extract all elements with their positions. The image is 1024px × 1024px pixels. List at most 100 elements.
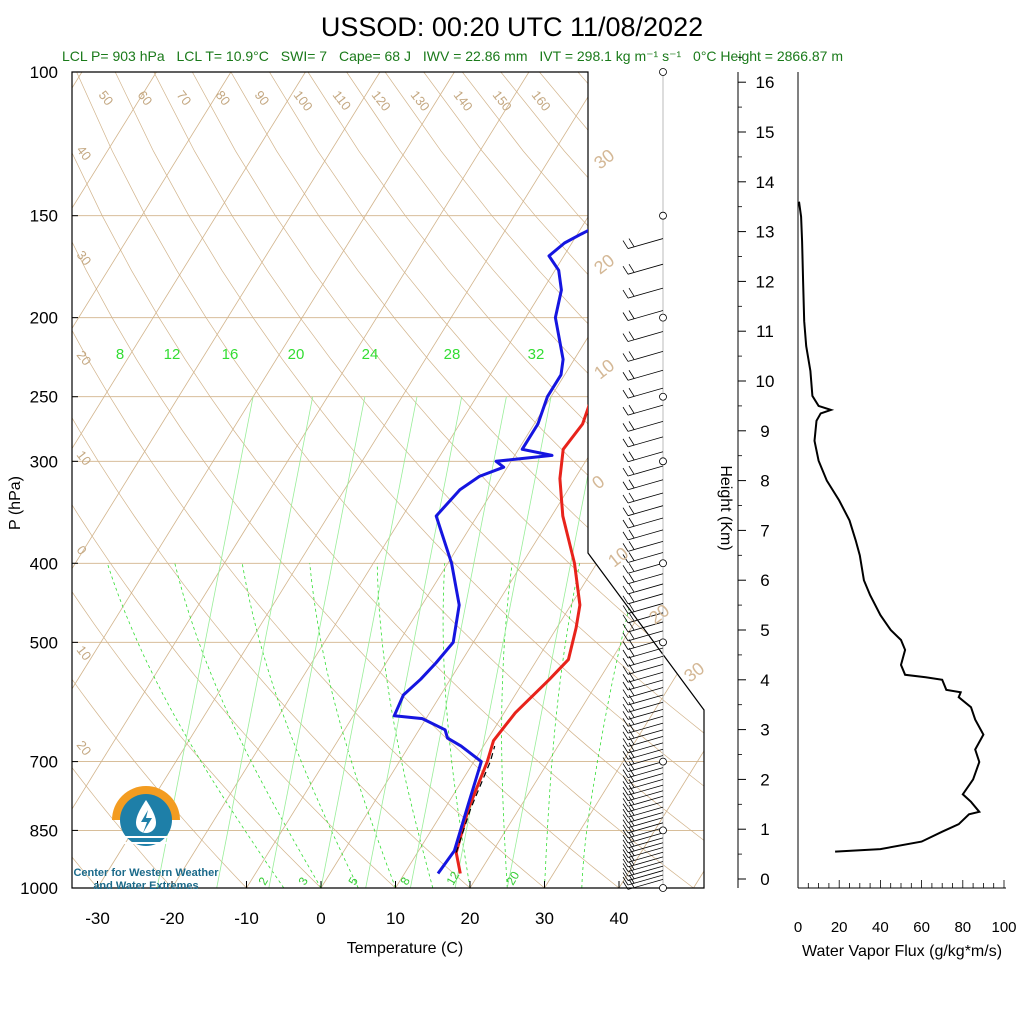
mixing-ratio-line [216,396,314,888]
height-tick-label: 16 [756,73,775,92]
moist-adiabat [442,563,471,888]
barb-flag [622,819,629,828]
barb-flag [628,687,635,696]
wind-barb [622,573,664,585]
barb-shaft [627,679,664,691]
barb-flag [622,757,629,766]
barb-shaft [627,310,664,321]
barb-shaft [627,621,664,633]
barb-flag [622,641,629,650]
barb-flag [628,664,635,673]
wind-barb [622,715,664,727]
isotherm-label: 100 [291,88,316,114]
wind-barb [622,451,664,463]
barb-shaft [627,573,664,585]
barb-flag [622,467,629,477]
isotherm-label: 110 [330,88,355,114]
zero-height-value: 0°C Height = 2866.87 m [693,48,843,64]
barb-flag [628,573,635,582]
wind-barb [622,479,664,491]
height-tick-label: 14 [756,173,775,192]
wind-calm-marker [659,392,667,401]
barb-flag [628,755,635,764]
moist-adiabat [376,563,434,888]
wind-barb [622,874,664,886]
barb-shaft [627,436,664,448]
isotherm-label: 10 [74,448,95,469]
y-tick-label: 150 [30,207,58,226]
barb-shaft [627,238,664,249]
wind-barb [622,639,664,650]
mixing-ratio-label: 20 [288,346,305,363]
barb-shaft [627,630,664,642]
barb-flag [628,822,635,832]
barb-flag [628,709,635,718]
moist-adiabat [174,563,322,888]
barb-flag [628,790,635,799]
y-tick-label: 700 [30,753,58,772]
barb-flag [622,867,629,877]
y-tick-label: 850 [30,821,58,840]
isotherm-label: 70 [174,88,195,109]
wind-barb [622,655,664,667]
skewt-background-lines [72,72,704,888]
x-tick-label: 40 [610,909,629,928]
barb-shaft [627,773,664,784]
barb-shaft [627,842,664,854]
mixing-ratio-label: 20 [503,869,522,888]
barb-flag [628,370,635,379]
barb-flag [628,773,635,782]
height-tick-label: 0 [760,870,769,889]
barb-flag [622,769,629,778]
barb-flag [628,722,635,732]
iwv-value: IWV = 22.86 mm [423,48,528,64]
wind-barb [622,861,664,872]
wvflux-line [798,201,985,853]
swi-value: SWI= 7 [281,48,328,64]
barb-flag [628,702,635,711]
barb-shaft [627,562,664,574]
barb-shaft [627,755,664,766]
barb-flag [622,718,629,727]
barb-flag [622,696,629,706]
barb-shaft [627,812,664,823]
dry-adiabat [72,72,642,888]
barb-shaft [627,742,664,754]
barb-shaft [627,505,664,517]
dry-adiabat [307,72,704,888]
mixing-ratio-label: 32 [528,346,545,363]
height-tick-label: 10 [756,372,775,391]
moist-adiabat [106,563,285,888]
barb-flag [622,623,629,633]
height-tick-label: 2 [760,770,769,789]
barb-flag [628,505,635,514]
wind-barb [622,837,664,849]
barb-flag [622,372,629,381]
barb-flag [628,552,635,561]
barb-flag [622,808,629,818]
y-tick-label: 300 [30,452,58,471]
barb-flag [628,767,635,776]
wind-barb [622,729,664,741]
cape-value: Cape= 68 J [339,48,411,64]
height-tick-label: 4 [760,671,769,690]
barb-flag [622,389,629,399]
wind-barb [622,842,664,854]
wind-barb [622,694,664,706]
barb-shaft [627,790,664,802]
barb-shaft [627,351,664,362]
ivt-value: IVT = 298.1 kg m⁻¹ s⁻¹ [539,48,681,64]
barb-flag [622,763,629,772]
barb-flag [628,263,635,273]
barb-shaft [627,847,664,858]
isotherm-line [72,72,306,888]
barb-shaft [627,612,664,624]
wind-barb [622,851,664,863]
wind-barbs [622,68,667,892]
barb-flag [628,847,635,856]
height-tick-label: 5 [760,621,769,640]
barb-flag [628,529,635,539]
height-tick-label: 9 [760,422,769,441]
barb-shaft [627,671,664,683]
wind-barb [622,630,664,642]
